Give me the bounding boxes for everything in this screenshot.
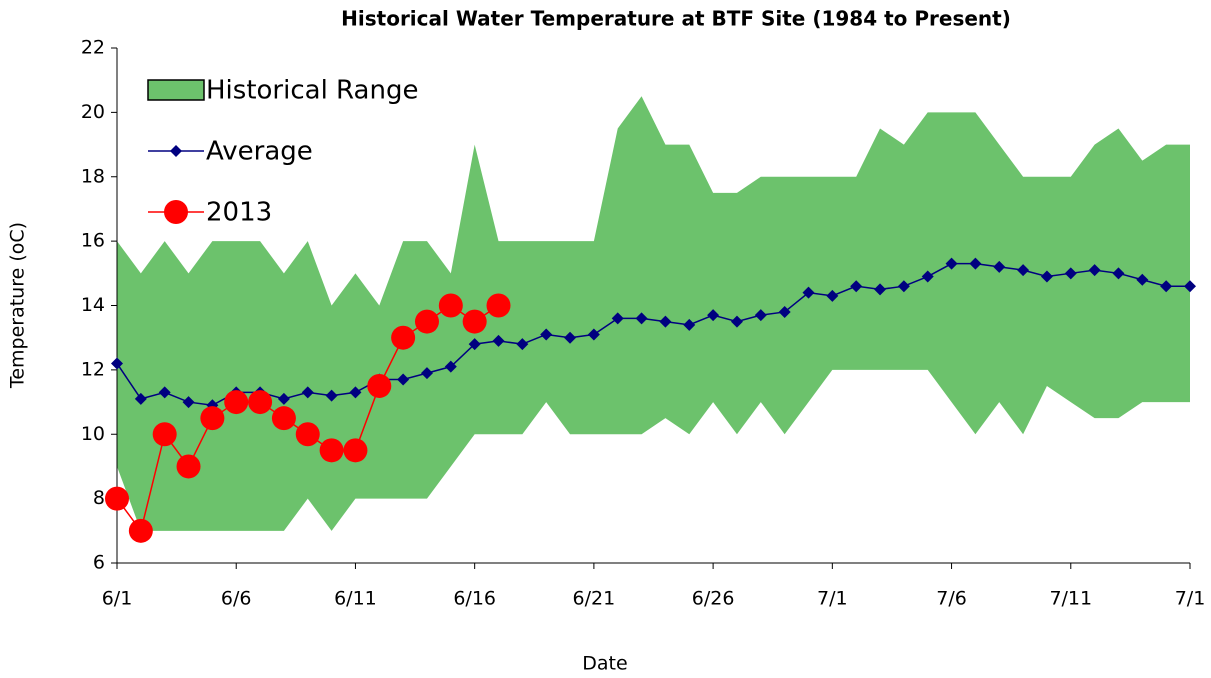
average-point bbox=[945, 257, 958, 270]
y-tick-label: 22 bbox=[81, 37, 105, 59]
average-point bbox=[444, 360, 457, 373]
average-point bbox=[564, 331, 577, 344]
x-axis-label: Date bbox=[582, 653, 627, 675]
average-point bbox=[707, 309, 720, 322]
average-point bbox=[874, 283, 887, 296]
average-point bbox=[993, 260, 1006, 273]
average-point bbox=[516, 338, 529, 351]
data-point bbox=[462, 309, 487, 334]
average-point bbox=[826, 289, 839, 302]
x-tick-label: 6/6 bbox=[221, 588, 252, 610]
data-point bbox=[486, 293, 511, 318]
average-point bbox=[182, 396, 195, 409]
average-point bbox=[635, 312, 648, 325]
data-point bbox=[200, 406, 225, 431]
y-tick-label: 10 bbox=[81, 423, 105, 445]
average-point bbox=[1040, 270, 1053, 283]
x-tick-label: 6/1 bbox=[102, 588, 133, 610]
chart-title: Historical Water Temperature at BTF Site… bbox=[341, 7, 1011, 31]
average-point bbox=[850, 280, 863, 293]
data-point bbox=[295, 422, 320, 447]
average-point bbox=[349, 386, 362, 399]
data-point bbox=[319, 438, 344, 463]
data-point bbox=[391, 325, 416, 350]
average-point bbox=[1064, 267, 1077, 280]
average-point bbox=[683, 318, 696, 331]
average-point bbox=[540, 328, 553, 341]
legend-marker bbox=[164, 200, 188, 224]
average-point bbox=[1017, 264, 1030, 277]
x-tick-label: 7/1 bbox=[1175, 588, 1206, 610]
x-tick-label: 6/16 bbox=[453, 588, 496, 610]
y-tick-label: 18 bbox=[81, 165, 105, 187]
x-tick-label: 6/26 bbox=[692, 588, 735, 610]
data-point bbox=[248, 390, 273, 415]
average-point bbox=[611, 312, 624, 325]
y-tick-label: 16 bbox=[81, 230, 105, 252]
average-point bbox=[1184, 280, 1196, 293]
x-tick-label: 7/6 bbox=[936, 588, 967, 610]
y-tick-label: 6 bbox=[93, 552, 105, 574]
data-point bbox=[367, 373, 392, 398]
x-tick-label: 6/11 bbox=[334, 588, 377, 610]
y-tick-label: 12 bbox=[81, 358, 105, 380]
average-point bbox=[778, 305, 791, 318]
data-point bbox=[414, 309, 439, 334]
data-point bbox=[128, 518, 153, 543]
data-point bbox=[105, 486, 129, 511]
average-point bbox=[730, 315, 743, 328]
average-point bbox=[468, 338, 481, 351]
average-point bbox=[1112, 267, 1125, 280]
legend-label: 2013 bbox=[206, 198, 272, 228]
legend-swatch bbox=[147, 79, 205, 101]
average-point bbox=[1088, 264, 1101, 277]
data-point bbox=[152, 422, 177, 447]
average-point bbox=[897, 280, 910, 293]
data-point bbox=[438, 293, 463, 318]
average-point bbox=[301, 386, 314, 399]
average-point bbox=[134, 392, 147, 405]
average-point bbox=[277, 392, 290, 405]
legend-label: Historical Range bbox=[206, 76, 418, 106]
average-point bbox=[1160, 280, 1173, 293]
y-tick-label: 8 bbox=[93, 487, 105, 509]
data-point bbox=[343, 438, 368, 463]
average-point bbox=[325, 389, 338, 402]
y-axis-label: Temperature (oC) bbox=[7, 222, 29, 389]
y-tick-label: 20 bbox=[81, 101, 105, 123]
average-point bbox=[1136, 273, 1149, 286]
legend-label: Average bbox=[206, 137, 313, 167]
legend-marker bbox=[170, 145, 182, 157]
data-point bbox=[176, 454, 201, 479]
data-point bbox=[271, 406, 296, 431]
series-line bbox=[116, 262, 1190, 407]
data-point bbox=[224, 390, 249, 415]
average-point bbox=[921, 270, 934, 283]
x-tick-label: 7/11 bbox=[1049, 588, 1092, 610]
average-point bbox=[802, 286, 815, 299]
average-point bbox=[969, 257, 982, 270]
x-tick-label: 7/1 bbox=[817, 588, 848, 610]
average-point bbox=[754, 309, 767, 322]
average-point bbox=[397, 373, 410, 386]
average-point bbox=[587, 328, 600, 341]
average-point bbox=[492, 334, 505, 347]
x-tick-label: 6/21 bbox=[573, 588, 616, 610]
range-band bbox=[117, 96, 1190, 531]
average-point bbox=[420, 367, 433, 380]
average-point bbox=[111, 357, 123, 370]
average-point bbox=[158, 386, 171, 399]
y-tick-label: 14 bbox=[81, 294, 105, 316]
average-point bbox=[659, 315, 672, 328]
